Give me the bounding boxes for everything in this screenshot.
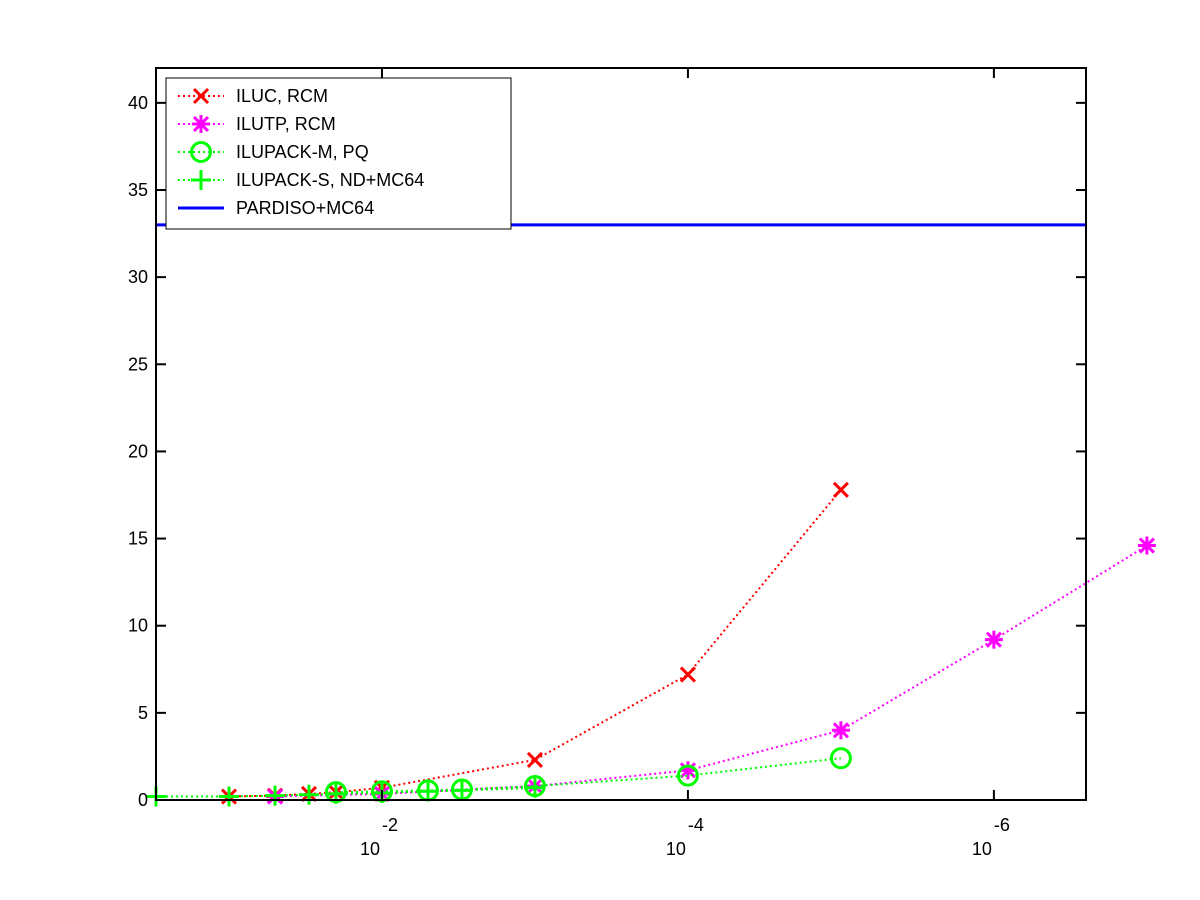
series-ilupack-s-nd-mc64-point [418, 781, 439, 802]
legend-item-ilutp-rcm-marker [192, 115, 210, 133]
y-tick-label: 10 [128, 616, 148, 636]
legend-item-pardiso-mc64-label: PARDISO+MC64 [236, 198, 374, 218]
series-ilupack-m-pq-point [676, 764, 699, 787]
legend-item-iluc-rcm-label: ILUC, RCM [236, 86, 328, 106]
y-tick-label: 20 [128, 441, 148, 461]
plot-frame [155, 67, 1087, 801]
series-ilupack-m-pq-point-stroke [829, 747, 852, 770]
y-tick-label: 40 [128, 93, 148, 113]
legend-item-ilupack-m-pq-marker [190, 141, 212, 163]
legend-item-iluc-rcm-marker-stroke [192, 87, 210, 105]
legend-item-ilupack-m-pq-label: ILUPACK-M, PQ [236, 142, 369, 162]
series-ilupack-s-nd-mc64-point [451, 780, 472, 801]
legend-item-ilupack-s-nd-mc64: ILUPACK-S, ND+MC64 [178, 170, 424, 190]
y-tick-label: 15 [128, 529, 148, 549]
series-ilupack-m-pq-point-stroke [676, 764, 699, 787]
x-tick-label-exponent: -2 [382, 815, 398, 835]
series-ilupack-s-nd-mc64-point [298, 784, 319, 805]
legend-item-ilutp-rcm: ILUTP, RCM [178, 114, 336, 134]
legend-item-iluc-rcm-marker [192, 87, 210, 105]
series-ilutp-rcm-point-stroke [1138, 537, 1155, 554]
series-ilupack-s-nd-mc64-point [524, 777, 545, 798]
series-iluc-rcm-point-stroke [526, 751, 544, 768]
series-iluc-rcm-point-stroke [832, 481, 849, 498]
legend-item-ilutp-rcm-marker-stroke [192, 115, 210, 133]
y-tick-label: 0 [138, 790, 148, 810]
series-ilutp-rcm-point [831, 721, 850, 740]
series-iluc-rcm-point [679, 666, 696, 683]
y-tick-label: 25 [128, 354, 148, 374]
x-tick-label-base: 10 [360, 839, 380, 859]
series-iluc-rcm-point [526, 751, 544, 768]
legend-item-iluc-rcm: ILUC, RCM [178, 86, 328, 106]
y-tick-label: 30 [128, 267, 148, 287]
y-tick-label: 35 [128, 180, 148, 200]
series-ilutp-rcm-point [1137, 536, 1156, 555]
series-iluc-rcm-point-stroke [679, 666, 696, 683]
x-tick-label-exponent: -6 [994, 815, 1010, 835]
legend-item-pardiso-mc64: PARDISO+MC64 [178, 198, 374, 218]
x-tick-label-base: 10 [972, 839, 992, 859]
series-ilutp-rcm-point-stroke [832, 722, 849, 739]
y-tick-label: 5 [138, 703, 148, 723]
series-ilupack-s-nd-mc64-point [265, 785, 286, 806]
series-ilupack-m-pq-point [829, 747, 852, 770]
series-ilupack-s-nd-mc64-point [218, 786, 239, 807]
legend-item-ilupack-s-nd-mc64-marker [191, 170, 211, 190]
legend-item-ilupack-m-pq: ILUPACK-M, PQ [178, 141, 369, 163]
series-ilutp-rcm-point-stroke [985, 631, 1002, 648]
x-tick-label-exponent: -4 [688, 815, 704, 835]
series-ilutp-rcm-point [984, 630, 1003, 649]
legend: ILUC, RCM ILUTP, RCM ILUPACK-M, PQ ILUPACK-… [165, 77, 512, 230]
legend-box [165, 77, 512, 230]
x-tick-label-base: 10 [666, 839, 686, 859]
legend-item-ilupack-m-pq-marker-stroke [190, 141, 212, 163]
legend-item-ilupack-s-nd-mc64-label: ILUPACK-S, ND+MC64 [236, 170, 424, 190]
series-iluc-rcm-point [832, 481, 849, 498]
legend-item-ilutp-rcm-label: ILUTP, RCM [236, 114, 336, 134]
